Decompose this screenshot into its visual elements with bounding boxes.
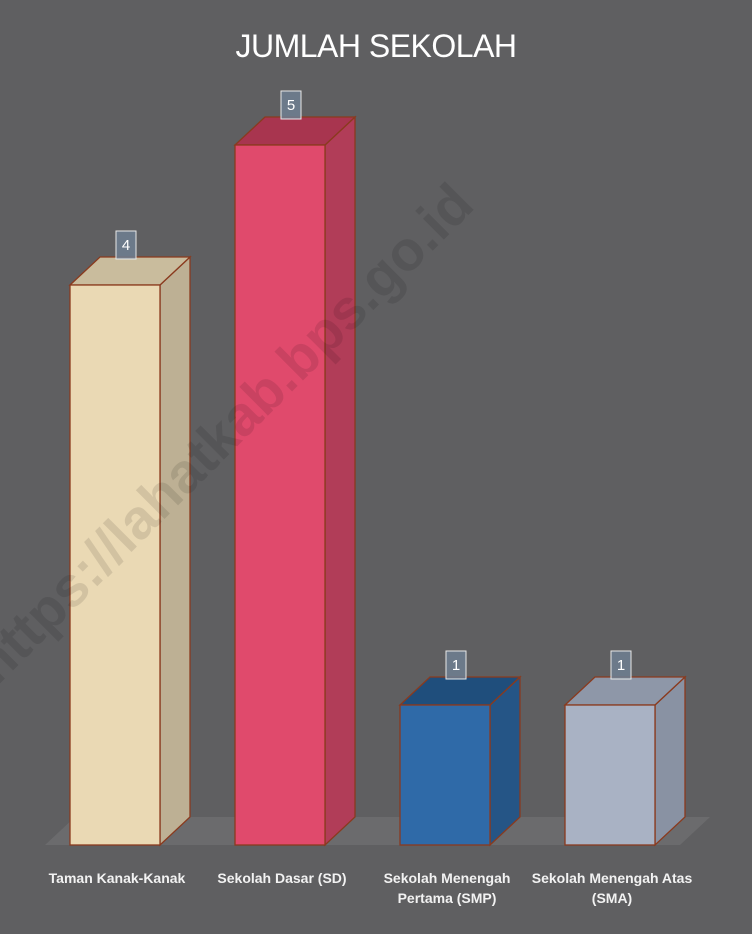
- data-label-text: 4: [122, 237, 130, 254]
- bar-front-face: [234, 144, 326, 846]
- x-tick-label: Sekolah Dasar (SD): [217, 870, 347, 886]
- x-tick-label: Taman Kanak-Kanak: [48, 870, 186, 886]
- data-label-text: 1: [452, 657, 460, 674]
- bar-2: [233, 115, 357, 847]
- bar-front-face: [564, 704, 656, 846]
- bar-1: [68, 255, 192, 847]
- x-tick-label: Sekolah Menengah Atas (SMA): [531, 870, 693, 906]
- data-label-text: 5: [287, 97, 295, 114]
- bar-3: [398, 675, 522, 847]
- data-label-box: [610, 650, 632, 680]
- floor-plane: [45, 817, 710, 845]
- data-label-2: 5: [280, 90, 302, 120]
- data-label-1: 4: [115, 230, 137, 260]
- bar-front-face: [69, 284, 161, 846]
- bar-side-face: [654, 675, 686, 847]
- data-label-box: [445, 650, 467, 680]
- data-label-3: 1: [445, 650, 467, 680]
- data-label-box: [280, 90, 302, 120]
- x-tick-label: Sekolah Menengah Pertama (SMP): [383, 870, 511, 906]
- bar-side-face: [489, 675, 521, 847]
- data-label-box: [115, 230, 137, 260]
- bar-side-face: [159, 255, 191, 847]
- data-label-text: 1: [617, 657, 625, 674]
- chart-title: JUMLAH SEKOLAH: [235, 28, 517, 64]
- bar-4: [563, 675, 687, 847]
- data-label-4: 1: [610, 650, 632, 680]
- bar-front-face: [399, 704, 491, 846]
- bar-side-face: [324, 115, 356, 847]
